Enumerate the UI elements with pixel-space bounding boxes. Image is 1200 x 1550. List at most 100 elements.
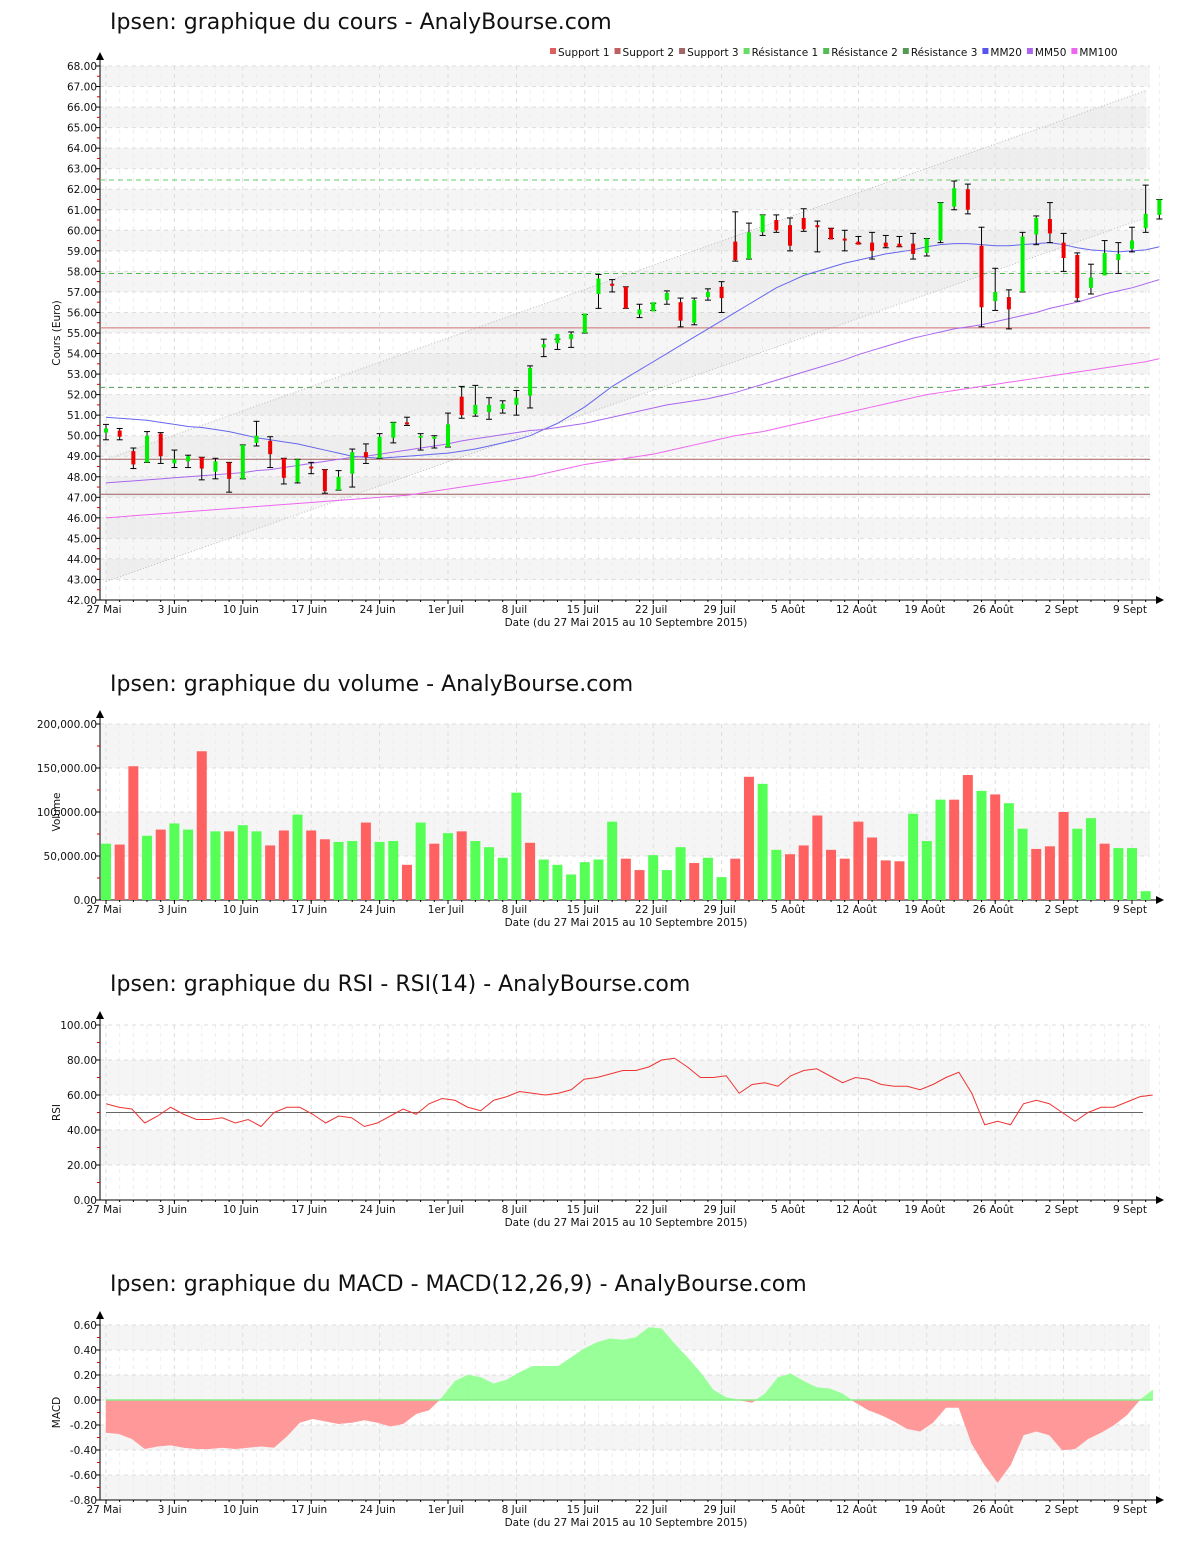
svg-text:3 Juin: 3 Juin (158, 1504, 187, 1516)
svg-text:1er Juil: 1er Juil (428, 1204, 464, 1216)
svg-text:Date (du 27 Mai 2015 au 10 Sep: Date (du 27 Mai 2015 au 10 Septembre 201… (505, 1217, 748, 1229)
svg-text:29 Juil: 29 Juil (703, 1504, 735, 1516)
svg-text:19 Août: 19 Août (904, 904, 945, 916)
svg-text:12 Août: 12 Août (836, 604, 877, 616)
svg-text:27 Mai: 27 Mai (86, 604, 121, 616)
svg-text:5 Août: 5 Août (771, 604, 805, 616)
svg-text:Date (du 27 Mai 2015 au 10 Sep: Date (du 27 Mai 2015 au 10 Septembre 201… (505, 617, 748, 629)
svg-text:66.00: 66.00 (67, 102, 97, 114)
svg-text:80.00: 80.00 (67, 1055, 97, 1067)
svg-text:17 Juin: 17 Juin (291, 604, 327, 616)
svg-text:26 Août: 26 Août (973, 904, 1014, 916)
svg-text:MACD: MACD (51, 1397, 63, 1428)
svg-text:0.00: 0.00 (74, 895, 97, 907)
svg-text:Volume: Volume (51, 792, 63, 831)
svg-text:50.00: 50.00 (67, 431, 97, 443)
svg-text:65.00: 65.00 (67, 123, 97, 135)
svg-text:2 Sept: 2 Sept (1045, 904, 1079, 916)
svg-text:45.00: 45.00 (67, 533, 97, 545)
svg-text:0.20: 0.20 (74, 1370, 97, 1382)
svg-text:Résistance 3: Résistance 3 (911, 47, 978, 59)
svg-text:63.00: 63.00 (67, 164, 97, 176)
svg-text:24 Juin: 24 Juin (360, 604, 396, 616)
svg-text:9 Sept: 9 Sept (1113, 904, 1147, 916)
macd-chart: -0.80 -0.60 -0.40 -0.20 0.00 0.20 0.40 0.60 27 M… (51, 1311, 1164, 1529)
svg-text:57.00: 57.00 (67, 287, 97, 299)
svg-text:68.00: 68.00 (67, 61, 97, 73)
svg-text:53.00: 53.00 (67, 369, 97, 381)
svg-text:MM20: MM20 (990, 47, 1021, 59)
svg-text:17 Juin: 17 Juin (291, 1204, 327, 1216)
svg-text:10 Juin: 10 Juin (223, 904, 259, 916)
svg-text:51.00: 51.00 (67, 410, 97, 422)
svg-text:67.00: 67.00 (67, 82, 97, 94)
svg-text:19 Août: 19 Août (904, 1204, 945, 1216)
svg-text:24 Juin: 24 Juin (360, 904, 396, 916)
svg-text:0.00: 0.00 (74, 1195, 97, 1207)
svg-text:Résistance 1: Résistance 1 (752, 47, 819, 59)
svg-text:19 Août: 19 Août (904, 604, 945, 616)
svg-text:Support 1: Support 1 (558, 47, 610, 59)
svg-text:52.00: 52.00 (67, 390, 97, 402)
svg-text:15 Juil: 15 Juil (567, 604, 599, 616)
svg-text:MM100: MM100 (1079, 47, 1117, 59)
svg-text:24 Juin: 24 Juin (360, 1504, 396, 1516)
svg-text:26 Août: 26 Août (973, 1204, 1014, 1216)
svg-text:12 Août: 12 Août (836, 1504, 877, 1516)
svg-text:46.00: 46.00 (67, 513, 97, 525)
svg-text:Date (du 27 Mai 2015 au 10 Sep: Date (du 27 Mai 2015 au 10 Septembre 201… (505, 917, 748, 929)
svg-text:29 Juil: 29 Juil (703, 1204, 735, 1216)
svg-text:100.00: 100.00 (60, 1020, 97, 1032)
svg-text:Cours (Euro): Cours (Euro) (51, 300, 63, 366)
svg-text:0.40: 0.40 (74, 1345, 97, 1357)
svg-text:Résistance 2: Résistance 2 (831, 47, 898, 59)
svg-text:29 Juil: 29 Juil (703, 604, 735, 616)
svg-text:-0.20: -0.20 (70, 1420, 97, 1432)
svg-text:0.60: 0.60 (74, 1320, 97, 1332)
price-chart-title: Ipsen: graphique du cours - AnalyBourse.… (110, 10, 612, 35)
svg-text:Date (du 27 Mai 2015 au 10 Sep: Date (du 27 Mai 2015 au 10 Septembre 201… (505, 1517, 748, 1529)
svg-text:42.00: 42.00 (67, 595, 97, 607)
svg-text:48.00: 48.00 (67, 472, 97, 484)
svg-text:22 Juil: 22 Juil (635, 1504, 667, 1516)
svg-text:MM50: MM50 (1035, 47, 1066, 59)
svg-text:RSI: RSI (51, 1104, 63, 1121)
svg-text:3 Juin: 3 Juin (158, 604, 187, 616)
svg-text:22 Juil: 22 Juil (635, 1204, 667, 1216)
macd-chart-title: Ipsen: graphique du MACD - MACD(12,26,9)… (110, 1272, 807, 1297)
svg-text:12 Août: 12 Août (836, 1204, 877, 1216)
svg-text:8 Juil: 8 Juil (502, 904, 528, 916)
svg-text:17 Juin: 17 Juin (291, 1504, 327, 1516)
svg-text:60.00: 60.00 (67, 1090, 97, 1102)
svg-text:17 Juin: 17 Juin (291, 904, 327, 916)
svg-text:62.00: 62.00 (67, 184, 97, 196)
svg-text:9 Sept: 9 Sept (1113, 604, 1147, 616)
svg-text:24 Juin: 24 Juin (360, 1204, 396, 1216)
svg-text:9 Sept: 9 Sept (1113, 1504, 1147, 1516)
svg-text:15 Juil: 15 Juil (567, 1204, 599, 1216)
svg-text:1er Juil: 1er Juil (428, 1504, 464, 1516)
svg-text:10 Juin: 10 Juin (223, 1204, 259, 1216)
svg-text:56.00: 56.00 (67, 307, 97, 319)
svg-text:15 Juil: 15 Juil (567, 904, 599, 916)
svg-text:27 Mai: 27 Mai (86, 904, 121, 916)
svg-text:8 Juil: 8 Juil (502, 1504, 528, 1516)
svg-text:61.00: 61.00 (67, 205, 97, 217)
svg-text:29 Juil: 29 Juil (703, 904, 735, 916)
svg-text:Support 3: Support 3 (687, 47, 739, 59)
svg-text:59.00: 59.00 (67, 246, 97, 258)
svg-text:20.00: 20.00 (67, 1160, 97, 1172)
price-legend: Support 1 Support 2 Support 3 Résistance 1 R… (550, 47, 1118, 59)
svg-text:-0.80: -0.80 (70, 1495, 97, 1507)
svg-text:58.00: 58.00 (67, 266, 97, 278)
svg-text:3 Juin: 3 Juin (158, 1204, 187, 1216)
svg-text:2 Sept: 2 Sept (1045, 1504, 1079, 1516)
rsi-chart: 0.00 20.00 40.00 60.00 80.00 100.00 27 Mai 3 Ju… (51, 1011, 1164, 1229)
svg-text:64.00: 64.00 (67, 143, 97, 155)
svg-text:150,000.00: 150,000.00 (37, 763, 97, 775)
svg-text:2 Sept: 2 Sept (1045, 1204, 1079, 1216)
svg-text:10 Juin: 10 Juin (223, 604, 259, 616)
svg-text:60.00: 60.00 (67, 225, 97, 237)
svg-text:3 Juin: 3 Juin (158, 904, 187, 916)
